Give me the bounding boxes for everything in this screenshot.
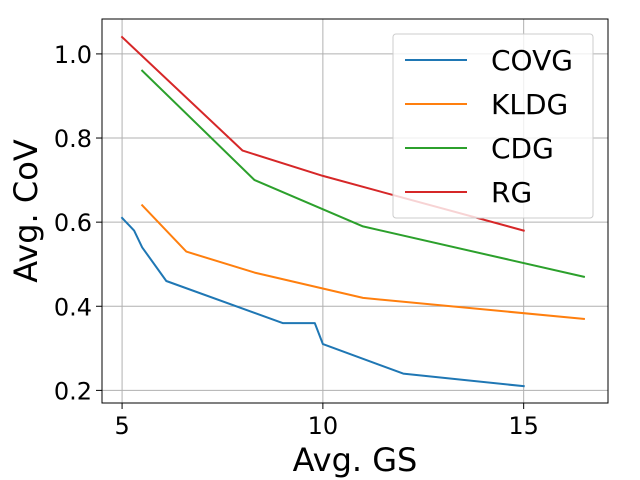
x-tick-label: 15 (508, 412, 539, 440)
series-line-kldg (140, 203, 585, 320)
legend-label-rg: RG (491, 176, 532, 209)
ticks: 5 10 15 0.2 0.4 0.6 0.8 1.0 (54, 41, 539, 440)
legend-label-covg: COVG (491, 44, 573, 77)
x-tick-label: 10 (308, 412, 339, 440)
x-axis-label: Avg. GS (293, 441, 418, 479)
x-tick-label: 5 (114, 412, 129, 440)
legend-label-kldg: KLDG (491, 88, 568, 121)
legend: COVG KLDG CDG RG (392, 33, 594, 219)
y-axis-label: Avg. CoV (7, 139, 45, 283)
series-line-covg (120, 216, 525, 388)
plot-frame (101, 18, 609, 404)
y-tick-label: 1.0 (54, 41, 92, 69)
legend-label-cdg: CDG (491, 132, 554, 165)
y-tick-label: 0.4 (54, 293, 92, 321)
y-tick-label: 0.8 (54, 125, 92, 153)
y-tick-label: 0.2 (54, 377, 92, 405)
y-tick-label: 0.6 (54, 209, 92, 237)
series-line-cdg (140, 69, 586, 278)
legend-box (392, 33, 594, 219)
